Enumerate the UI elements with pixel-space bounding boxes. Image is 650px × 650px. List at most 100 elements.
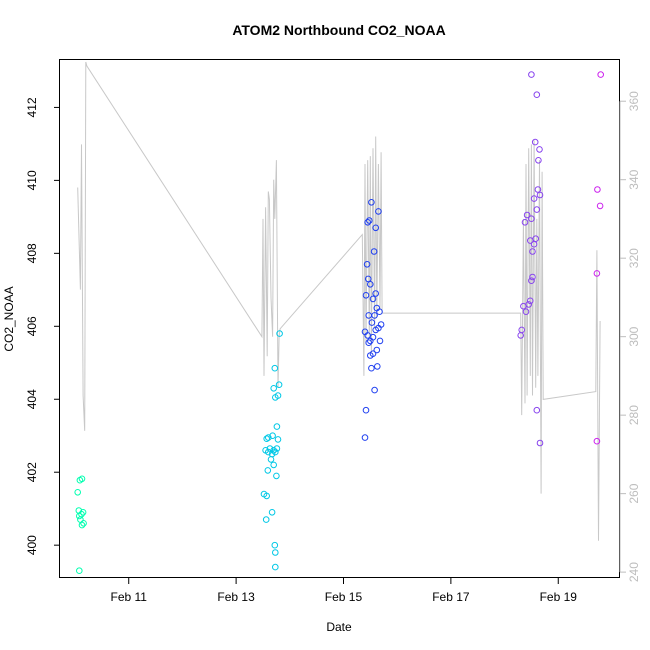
y2-tick-label: 340 [627,169,641,189]
data-point [535,157,542,164]
data-point [372,290,380,297]
y-tick-label: 410 [25,170,39,190]
data-point [371,312,378,319]
data-point [533,91,541,98]
x-tick-label: Feb 17 [432,590,470,604]
data-point [531,138,539,146]
data-point [274,436,282,443]
data-point [372,224,380,232]
data-point [363,261,371,268]
data-point [533,406,541,414]
data-point [530,195,538,202]
data-point [262,516,270,523]
data-point [376,308,383,316]
data-point [272,448,279,456]
data-point [536,191,544,199]
data-point [273,423,281,430]
data-point [529,273,536,281]
data-point [525,301,533,308]
data-point [527,297,534,305]
data-point [266,445,274,452]
data-point [368,199,375,206]
data-point [269,432,276,440]
x-tick-label: Feb 11 [110,590,147,604]
data-point [377,321,385,328]
data-point [529,248,536,255]
data-point [532,235,540,242]
data-point [76,567,83,575]
y-tick-label: 406 [25,316,39,336]
data-point [265,434,272,441]
y2-tick-label: 300 [627,326,641,346]
data-point [270,461,278,469]
data-point [272,549,279,556]
data-point [274,392,282,399]
data-point [264,467,272,474]
data-point [367,281,374,288]
data-point [263,435,271,443]
data-point [597,71,605,78]
data-point [370,248,378,255]
data-point [374,363,381,370]
data-point [275,381,283,389]
secondary-line-group [77,61,601,541]
data-point [593,437,601,445]
data-point [268,450,276,458]
data-point [376,337,384,345]
data-point [364,219,372,226]
data-point [368,319,376,326]
y-axis: 400 402 404 406 408 410 412 [25,97,60,555]
data-point [76,512,83,520]
chart-title: ATOM2 Northbound CO2_NOAA [232,22,445,38]
y-tick-label: 412 [25,97,39,117]
data-point [273,472,280,480]
data-point [536,439,544,447]
y-axis-label: CO2_NOAA [2,286,16,351]
y-tick-label: 402 [25,462,39,482]
data-point [362,292,370,299]
data-point [80,520,87,527]
secondary-line [77,61,601,541]
data-point [366,217,373,224]
data-point [518,326,526,334]
data-point [521,219,529,226]
data-point [371,386,378,394]
data-point [267,456,275,463]
data-point [271,541,279,549]
y-tick-label: 408 [25,243,39,263]
data-point [365,339,373,347]
y2-axis: 240 260 280 300 320 340 360 [619,91,641,582]
data-point [270,385,278,392]
data-point [596,202,604,210]
data-point [369,295,377,303]
data-point [276,330,283,337]
data-point [362,406,370,414]
data-point [522,308,530,316]
y-tick-label: 404 [25,389,39,409]
data-point [523,211,531,219]
data-point [528,71,535,78]
x-tick-label: Feb 15 [325,590,363,604]
data-point [77,516,84,523]
y-tick-label: 400 [25,535,39,555]
x-tick-label: Feb 19 [540,590,578,604]
points-group [74,71,605,575]
data-point [367,352,374,359]
data-point [268,509,276,516]
data-point [533,206,541,213]
y2-tick-label: 280 [627,405,641,425]
data-point [536,146,543,153]
data-point [528,215,535,222]
data-point [79,509,87,516]
data-point [594,186,601,193]
y2-tick-label: 320 [627,248,641,268]
data-point [78,521,86,529]
data-point [271,364,279,372]
y2-tick-label: 260 [627,483,641,503]
data-point [375,208,382,215]
x-axis-label: Date [326,620,352,634]
data-point [593,270,601,277]
data-point [270,447,278,454]
data-point [528,277,535,285]
